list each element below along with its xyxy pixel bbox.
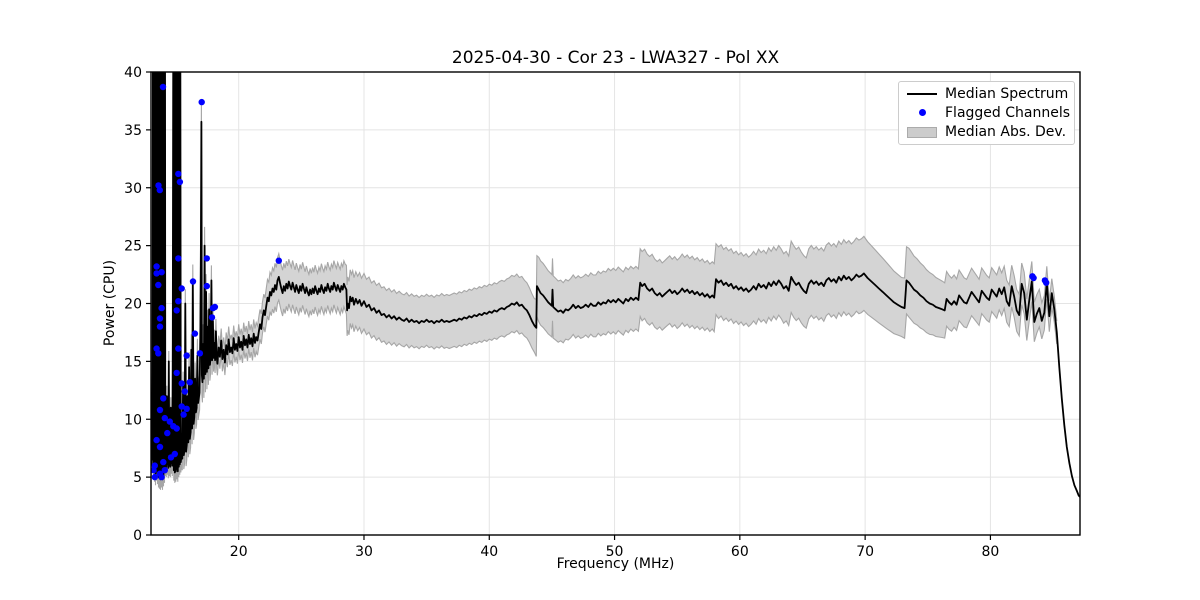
legend-label-median-spectrum: Median Spectrum — [945, 85, 1069, 102]
flagged-channel-dot — [159, 83, 167, 91]
flagged-channel-dot — [181, 388, 188, 395]
flagged-channel-dot — [155, 281, 162, 289]
flagged-channel-dot — [153, 436, 160, 444]
y-tick-label: 35 — [124, 123, 142, 139]
x-tick-label: 40 — [480, 544, 498, 560]
flagged-channel-dot — [175, 170, 182, 178]
flagged-channel-dot — [160, 458, 167, 466]
flagged-channel-dot — [178, 380, 185, 387]
chart-title: 2025-04-30 - Cor 23 - LWA327 - Pol XX — [451, 48, 780, 68]
flagged-dot-swatch — [918, 109, 926, 117]
y-tick-label: 40 — [124, 65, 142, 81]
flagged-channel-dot — [171, 450, 178, 458]
legend-item-median-abs-dev: Median Abs. Dev. — [899, 123, 1074, 142]
flagged-channel-dot — [156, 406, 164, 414]
flagged-channel-dot — [158, 269, 165, 276]
flagged-channel-dot — [173, 369, 180, 377]
y-tick-label: 20 — [124, 297, 142, 313]
flagged-channel-dot — [161, 414, 168, 422]
flagged-channel-dot — [191, 330, 199, 337]
flagged-channel-dot — [208, 314, 216, 321]
flagged-channel-dot — [153, 270, 160, 277]
flagged-channel-dot — [158, 473, 165, 481]
flagged-channel-dot — [175, 298, 182, 305]
x-tick-label: 50 — [606, 544, 624, 560]
flagged-channel-dot — [156, 443, 164, 451]
flagged-channel-dot — [164, 429, 171, 437]
flagged-channel-dot — [156, 323, 164, 330]
flagged-channel-dot — [151, 462, 158, 469]
flagged-channel-dot — [173, 425, 180, 432]
y-tick-label: 25 — [124, 239, 142, 255]
flagged-channel-dot — [178, 285, 185, 292]
flagged-channel-dot — [189, 278, 197, 285]
flagged-channel-dot — [198, 98, 205, 106]
flagged-channel-dot — [175, 255, 182, 262]
flagged-channel-dot — [158, 304, 165, 312]
flagged-channel-dot — [160, 395, 167, 402]
flagged-channel-dot — [275, 257, 282, 264]
median-spectrum-line — [151, 72, 1080, 498]
y-tick-label: 15 — [124, 354, 142, 370]
y-tick-label: 10 — [124, 412, 142, 428]
flagged-channel-dot — [1030, 274, 1037, 282]
y-tick-label: 0 — [133, 528, 142, 544]
flagged-channel-dot — [186, 379, 193, 386]
y-tick-label: 30 — [124, 181, 142, 197]
mad-band-upper-edge — [151, 72, 1058, 470]
legend-label-flagged-channels: Flagged Channels — [945, 104, 1071, 121]
mad-band — [151, 72, 1057, 490]
x-tick-label: 60 — [731, 544, 749, 560]
flagged-channel-dot — [156, 315, 164, 322]
flagged-channel-dot — [203, 255, 210, 262]
x-tick-label: 80 — [982, 544, 1000, 560]
flagged-channel-dot — [161, 467, 168, 474]
flagged-channel-dot — [211, 303, 219, 311]
flagged-channel-dot — [166, 418, 173, 425]
flagged-channel-dot — [196, 350, 204, 357]
flagged-channel-dot — [183, 352, 190, 359]
y-axis-label: Power (CPU) — [102, 259, 118, 347]
legend: Median Spectrum Flagged Channels Median … — [898, 81, 1075, 145]
x-tick-label: 30 — [355, 544, 373, 560]
flagged-channel-dot — [151, 473, 158, 481]
y-tick-label: 5 — [133, 470, 142, 486]
mad-band-swatch — [907, 126, 937, 138]
flagged-channel-dot — [183, 405, 190, 412]
flagged-channel-dot — [203, 282, 210, 290]
legend-item-median-spectrum: Median Spectrum — [899, 84, 1074, 103]
flagged-channel-dot — [1043, 279, 1050, 286]
flagged-channel-dot — [155, 350, 162, 357]
flagged-channel-dot — [178, 403, 185, 410]
flagged-channel-dot — [180, 411, 187, 418]
flagged-channel-dot — [175, 345, 182, 352]
flagged-channel-dot — [176, 178, 184, 186]
x-tick-label: 70 — [856, 544, 874, 560]
median-line-swatch — [907, 92, 937, 95]
legend-item-flagged-channels: Flagged Channels — [899, 103, 1074, 122]
flagged-channel-dot — [173, 307, 180, 314]
flagged-channel-dot — [153, 263, 160, 270]
flagged-channel-dot — [156, 186, 163, 194]
legend-label-median-abs-dev: Median Abs. Dev. — [945, 124, 1067, 141]
x-tick-label: 20 — [230, 544, 248, 560]
x-axis-label: Frequency (MHz) — [556, 556, 675, 572]
